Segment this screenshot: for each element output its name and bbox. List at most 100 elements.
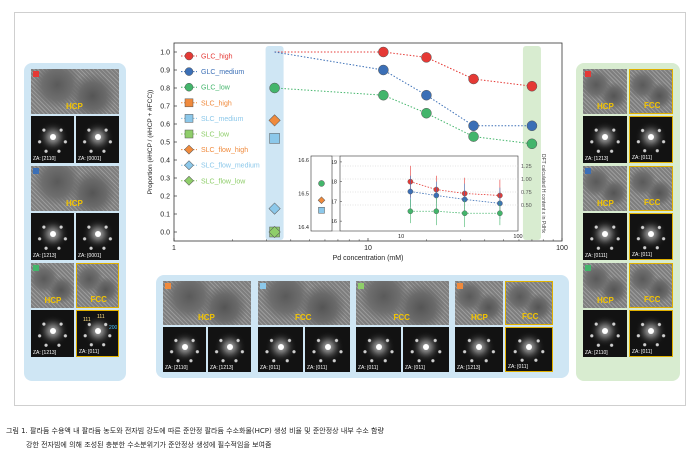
data-point [378, 64, 389, 76]
bottom-tile-phase-label: FCC [393, 313, 410, 322]
left-tile-micrograph: HCP [31, 69, 119, 114]
left-tile-miller-index: 200 [109, 325, 118, 331]
bottom-tile-fft-pattern-2: ZA: [011] [505, 327, 553, 372]
inset-right-tick-label: 0.50 [521, 203, 532, 209]
legend-marker [184, 82, 194, 92]
inset-right-tick-label: 1.25 [521, 164, 532, 170]
inset-x-tick-label: 100 [513, 234, 522, 240]
y-tick-label: 1.0 [160, 50, 170, 57]
right-tile-phase-label: HCP [597, 199, 614, 208]
series-line [274, 87, 533, 145]
left-tile-phase-label: HCP [66, 102, 83, 111]
left-tile-zone-axis-2: ZA: [011] [79, 349, 99, 355]
y-tick-label: 0.5 [160, 140, 170, 147]
left-tile-fft-pattern-2: ZA: [0001] [76, 213, 119, 260]
bottom-tile-zone-axis: ZA: [011] [358, 365, 378, 371]
small-inset-tick-label: 16.4 [298, 225, 309, 231]
legend-label: SLC_low [201, 132, 230, 139]
bottom-tile-fft-pattern: ZA: [011] [258, 327, 303, 372]
inset-y-tick-label: 19 [331, 160, 337, 166]
x-tick-label: 10 [364, 245, 372, 252]
legend-label: GLC_high [201, 54, 233, 61]
right-tile-phase-label: HCP [597, 102, 614, 111]
bottom-tile-zone-axis-2: ZA: [011] [405, 365, 425, 371]
data-point [378, 46, 389, 58]
small-inset-tick-label: 16.6 [298, 158, 309, 164]
right-tile-texture-2 [630, 167, 672, 210]
inset-series-line [410, 191, 500, 204]
right-tile-micrograph-2: FCC [629, 166, 673, 211]
bottom-tile-zone-axis: ZA: [011] [260, 365, 280, 371]
left-tile-zone-axis: ZA: [2110] [33, 156, 56, 162]
caption-line-2: 강한 전자빔에 의해 조성된 충분한 수소분위기가 준안정상 생성에 필수적임을… [26, 441, 272, 449]
right-tile-fft-pattern-2: ZA: [011] [629, 116, 673, 163]
bottom-tile-zone-axis-2: ZA: [011] [508, 364, 528, 370]
data-point [269, 82, 280, 94]
bottom-tile-phase-label: HCP [471, 313, 488, 322]
x-axis-title: Pd concentration (mM) [333, 255, 404, 262]
y-axis-title: Proportion (#HCP / (#HCP + #FCC)) [147, 90, 154, 195]
inset-right-tick-label: 0.75 [521, 190, 532, 196]
legend-marker [184, 129, 194, 139]
legend-marker [184, 175, 194, 186]
right-tile-zone-axis-2: ZA: [011] [632, 252, 652, 258]
inset-series-line [410, 181, 500, 196]
data-point [268, 202, 281, 215]
right-tile-micrograph-2: FCC [629, 263, 673, 308]
left-tile-fft-pattern-2: ZA: [0001] [76, 116, 119, 163]
bottom-tile-phase-label: FCC [295, 313, 312, 322]
legend-label: SLC_medium [201, 116, 244, 123]
y-tick-label: 0.1 [160, 212, 170, 219]
inset-y-tick-label: 16 [331, 219, 337, 225]
bottom-tile-series-marker [165, 283, 171, 289]
left-tile-series-marker [33, 71, 39, 77]
data-point [526, 138, 538, 150]
bottom-tile-micrograph: FCC [356, 281, 449, 325]
data-point [421, 107, 432, 119]
data-point [269, 133, 280, 144]
left-tile-micrograph: HCP [31, 166, 119, 211]
left-tile-zone-axis-2: ZA: [0001] [78, 156, 102, 162]
right-tile-zone-axis: ZA: [1213] [585, 156, 609, 162]
legend-label: SLC_high [201, 100, 232, 107]
right-tile-micrograph-2: FCC [629, 69, 673, 114]
right-tile-texture-2 [630, 264, 672, 307]
y-tick-label: 0.0 [160, 230, 170, 237]
right-tile-phase-label-2: FCC [644, 295, 661, 304]
figure-caption: 그림 1. 팔라듐 수용액 내 팔라듐 농도와 전자빔 강도에 따른 준안정 팔… [6, 424, 694, 452]
legend-marker [184, 160, 194, 171]
inset-data-point [433, 192, 440, 199]
left-tile-miller-index: 111 [83, 317, 91, 323]
left-tile-phase-label: HCP [66, 199, 83, 208]
data-point [268, 225, 281, 239]
figure-frame: 0.0 0.1 0.2 0.3 0.4 0.5 0.6 0.7 0.8 0.9 1.0 1 10 100 P… [14, 12, 686, 406]
bottom-tile-micrograph: FCC [258, 281, 350, 325]
bottom-tile-texture-2 [506, 282, 552, 324]
inset-data-point [461, 210, 468, 217]
left-tile-miller-index: 111 [97, 314, 105, 320]
bottom-tile-phase-label: HCP [198, 313, 215, 322]
small-inset-point [318, 207, 325, 214]
left-tile-texture-2 [77, 264, 118, 307]
bottom-tile-texture [356, 281, 449, 325]
data-point [378, 89, 389, 101]
caption-line-1: 그림 1. 팔라듐 수용액 내 팔라듐 농도와 전자빔 강도에 따른 준안정 팔… [6, 427, 384, 435]
left-tile-phase-label-2: FCC [90, 295, 107, 304]
series-line [274, 51, 533, 87]
right-tile-fft-pattern-2: ZA: [011] [629, 310, 673, 357]
right-tile-fft-pattern: ZA: [0111] [583, 213, 627, 260]
left-tile-micrograph-2: FCC [76, 263, 119, 308]
y-tick-label: 0.8 [160, 86, 170, 93]
y-tick-label: 0.6 [160, 122, 170, 129]
bottom-tile-micrograph: HCP [163, 281, 251, 325]
legend-marker [184, 144, 194, 155]
inset-x-tick-label: 10 [398, 234, 404, 240]
bottom-tile-fft-pattern: ZA: [2110] [163, 327, 206, 372]
x-tick-label: 1 [172, 245, 176, 252]
bottom-tile-zone-axis: ZA: [1213] [457, 365, 481, 371]
left-tile-phase-label: HCP [44, 296, 62, 305]
legend-label: SLC_flow_low [201, 178, 246, 185]
bottom-tile-zone-axis-2: ZA: [011] [307, 365, 327, 371]
inset-right-tick-label: 1.00 [521, 177, 532, 183]
right-tile-fft-pattern: ZA: [2110] [583, 310, 627, 357]
